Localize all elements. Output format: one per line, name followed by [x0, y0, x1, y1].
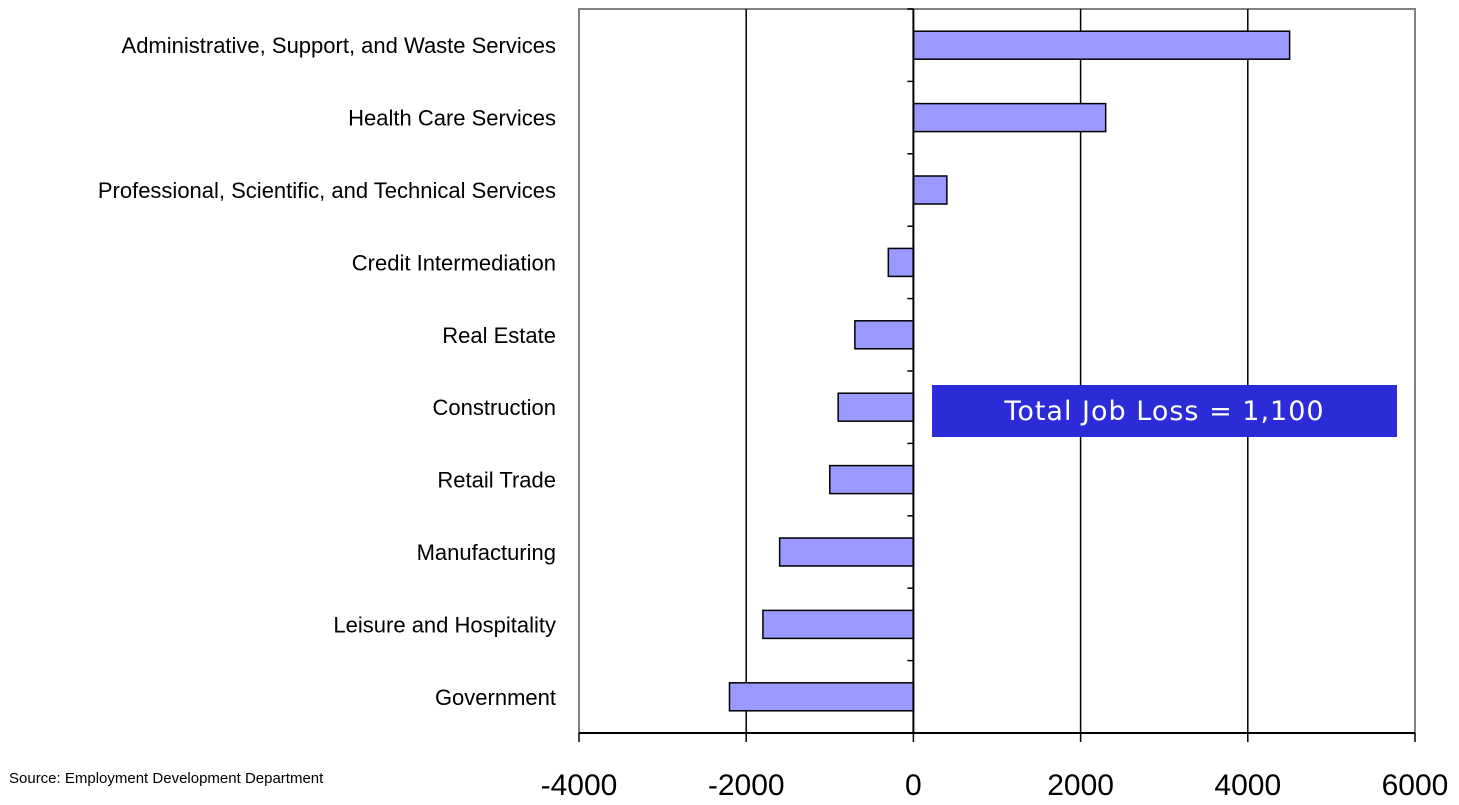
bar: [912, 102, 1107, 133]
category-label: Construction: [432, 395, 556, 420]
category-label: Leisure and Hospitality: [333, 612, 556, 637]
category-label: Administrative, Support, and Waste Servi…: [122, 33, 556, 58]
source-note: Source: Employment Development Departmen…: [9, 770, 324, 787]
category-label: Manufacturing: [417, 540, 556, 565]
total-job-loss-annotation: Total Job Loss = 1,100: [932, 385, 1397, 437]
category-label: Professional, Scientific, and Technical …: [98, 178, 556, 203]
bar: [912, 175, 948, 205]
bar: [829, 464, 915, 495]
bar: [887, 247, 915, 278]
bar: [728, 682, 915, 712]
bar: [762, 609, 915, 640]
x-tick-label: 0: [905, 769, 922, 802]
x-tick-label: -2000: [708, 769, 785, 802]
x-tick-label: -4000: [541, 769, 618, 802]
category-label: Real Estate: [442, 323, 556, 348]
x-tick-label: 6000: [1382, 769, 1449, 802]
category-label: Health Care Services: [348, 106, 556, 131]
x-tick-label: 2000: [1047, 769, 1114, 802]
category-label: Government: [435, 685, 556, 710]
bar: [837, 392, 915, 422]
x-tick-label: 4000: [1214, 769, 1281, 802]
bar: [912, 30, 1291, 60]
category-label: Credit Intermediation: [352, 250, 556, 275]
bar: [778, 537, 915, 567]
bar: [854, 320, 915, 350]
category-label: Retail Trade: [437, 468, 556, 493]
